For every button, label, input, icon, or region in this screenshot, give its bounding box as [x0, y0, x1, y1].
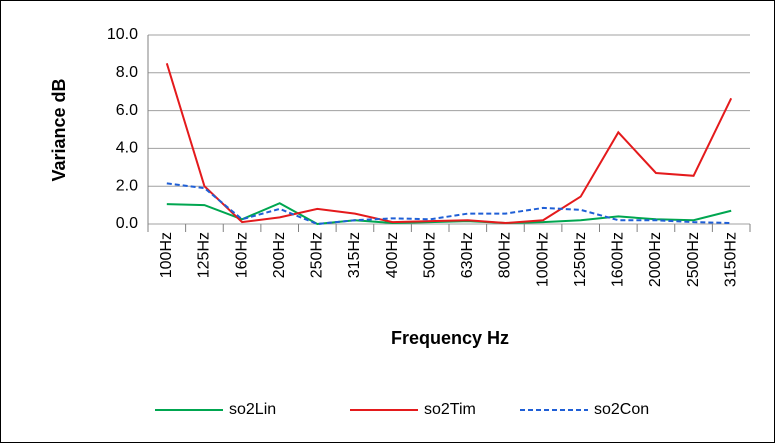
series-line — [165, 63, 733, 225]
x-tick-label: 800Hz — [497, 232, 514, 278]
x-tick-label: 500Hz — [421, 232, 438, 278]
y-tick-label: 2.0 — [116, 177, 138, 194]
legend-label: so2Tim — [424, 401, 476, 418]
x-tick-label: 2000Hz — [647, 232, 664, 287]
x-axis-title: Frequency Hz — [391, 328, 509, 348]
x-tick-label: 125Hz — [196, 232, 213, 278]
series-line — [166, 182, 732, 226]
x-tick-label: 200Hz — [271, 232, 288, 278]
x-tick-label: 3150Hz — [722, 232, 739, 287]
y-tick-label: 10.0 — [107, 26, 138, 43]
y-tick-label: 8.0 — [116, 64, 138, 81]
x-tick-label: 400Hz — [384, 232, 401, 278]
x-tick-label: 315Hz — [346, 232, 363, 278]
x-tick-label: 100Hz — [158, 232, 175, 278]
legend-label: so2Con — [594, 401, 649, 418]
legend-label: so2Lin — [229, 401, 276, 418]
y-tick-label: 6.0 — [116, 102, 138, 119]
y-tick-label: 4.0 — [116, 140, 138, 157]
x-tick-label: 630Hz — [459, 232, 476, 278]
x-tick-label: 160Hz — [233, 232, 250, 278]
x-tick-label: 1000Hz — [534, 232, 551, 287]
x-tick-label: 2500Hz — [685, 232, 702, 287]
x-tick-label: 1250Hz — [572, 232, 589, 287]
x-tick-label: 1600Hz — [610, 232, 627, 287]
y-tick-label: 0.0 — [116, 215, 138, 232]
y-axis-title: Variance dB — [49, 78, 69, 181]
x-tick-label: 250Hz — [309, 232, 326, 278]
